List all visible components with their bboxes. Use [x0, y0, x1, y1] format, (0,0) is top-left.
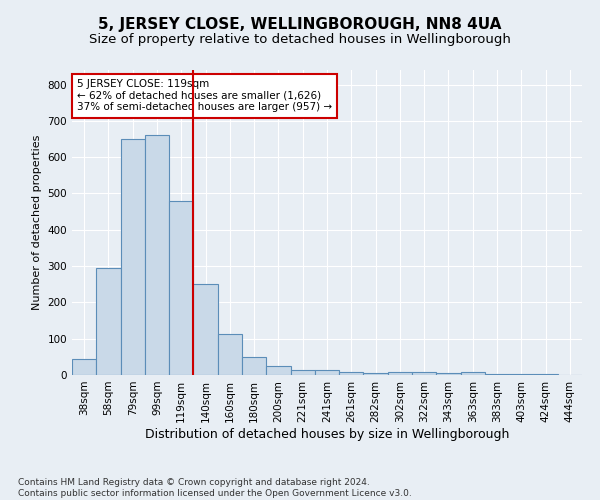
Text: Contains HM Land Registry data © Crown copyright and database right 2024.
Contai: Contains HM Land Registry data © Crown c… — [18, 478, 412, 498]
Bar — [96, 268, 121, 375]
Bar — [242, 357, 266, 375]
Bar — [72, 358, 96, 375]
Bar — [266, 366, 290, 375]
Bar — [388, 372, 412, 375]
Bar — [364, 373, 388, 375]
X-axis label: Distribution of detached houses by size in Wellingborough: Distribution of detached houses by size … — [145, 428, 509, 440]
Bar — [290, 370, 315, 375]
Bar — [121, 139, 145, 375]
Bar — [145, 136, 169, 375]
Bar — [339, 372, 364, 375]
Bar — [218, 334, 242, 375]
Y-axis label: Number of detached properties: Number of detached properties — [32, 135, 42, 310]
Bar — [485, 374, 509, 375]
Bar — [509, 374, 533, 375]
Bar — [533, 374, 558, 375]
Bar — [169, 202, 193, 375]
Bar — [193, 284, 218, 375]
Text: 5, JERSEY CLOSE, WELLINGBOROUGH, NN8 4UA: 5, JERSEY CLOSE, WELLINGBOROUGH, NN8 4UA — [98, 18, 502, 32]
Text: 5 JERSEY CLOSE: 119sqm
← 62% of detached houses are smaller (1,626)
37% of semi-: 5 JERSEY CLOSE: 119sqm ← 62% of detached… — [77, 79, 332, 112]
Text: Size of property relative to detached houses in Wellingborough: Size of property relative to detached ho… — [89, 32, 511, 46]
Bar — [436, 373, 461, 375]
Bar — [461, 372, 485, 375]
Bar — [315, 370, 339, 375]
Bar — [412, 372, 436, 375]
